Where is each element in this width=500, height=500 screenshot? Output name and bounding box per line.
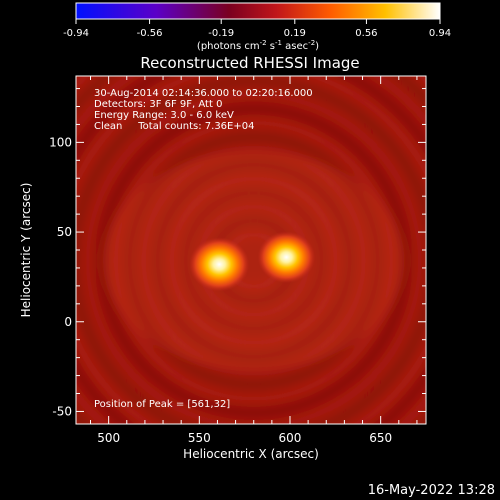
info-text-block: 30-Aug-2014 02:14:36.000 to 02:20:16.000… bbox=[94, 88, 313, 132]
heatmap-ripple bbox=[98, 105, 410, 417]
y-tick-label: 50 bbox=[57, 225, 72, 239]
colorbar: -0.94 -0.56 -0.19 0.19 0.56 0.94 (photons cm-… bbox=[63, 2, 451, 52]
bright-source bbox=[257, 231, 316, 284]
y-tick-label: 100 bbox=[49, 135, 72, 149]
colorbar-tick-labels: -0.94 -0.56 -0.19 0.19 0.56 0.94 bbox=[63, 28, 451, 39]
info-line: Clean Total counts: 7.36E+04 bbox=[94, 121, 254, 132]
info-line: 30-Aug-2014 02:14:36.000 to 02:20:16.000 bbox=[94, 88, 313, 99]
y-tick-label: 0 bbox=[64, 315, 72, 329]
colorbar-tick-label: -0.94 bbox=[63, 28, 89, 39]
x-tick-label: 650 bbox=[369, 431, 392, 445]
x-axis-ticks: 500 550 600 650 bbox=[90, 76, 418, 445]
colorbar-ticks bbox=[75, 19, 441, 24]
x-axis-label: Heliocentric X (arcsec) bbox=[183, 447, 319, 461]
y-axis-label: Heliocentric Y (arcsec) bbox=[19, 183, 33, 318]
colorbar-tick-label: 0.19 bbox=[284, 28, 306, 39]
chart-title: Reconstructed RHESSI Image bbox=[140, 54, 359, 72]
colorbar-tick-label: 0.56 bbox=[355, 28, 377, 39]
colorbar-unit-label: (photons cm-2 s-1 asec-2) bbox=[197, 39, 319, 52]
y-tick-label: -50 bbox=[52, 404, 72, 418]
footer-date: 16-May-2022 13:28 bbox=[368, 483, 495, 498]
info-line: Energy Range: 3.0 - 6.0 keV bbox=[94, 110, 234, 121]
x-tick-label: 500 bbox=[97, 431, 120, 445]
y-axis-ticks: -50 0 50 100 bbox=[49, 88, 426, 418]
heatmap-ripple bbox=[76, 77, 426, 424]
heatmap-glow bbox=[103, 150, 404, 371]
heatmap-image bbox=[76, 76, 426, 424]
x-tick-label: 600 bbox=[279, 431, 302, 445]
colorbar-tick-label: 0.94 bbox=[429, 28, 451, 39]
peak-position-label: Position of Peak = [561,32] bbox=[94, 399, 230, 410]
x-tick-label: 550 bbox=[188, 431, 211, 445]
colorbar-gradient bbox=[75, 2, 441, 20]
heatmap-ripple bbox=[84, 91, 424, 424]
bright-source bbox=[189, 237, 250, 292]
heatmap-sources bbox=[189, 231, 316, 292]
info-line: Detectors: 3F 6F 9F, Att 0 bbox=[94, 99, 222, 110]
colorbar-tick-label: -0.19 bbox=[208, 28, 234, 39]
colorbar-tick-label: -0.56 bbox=[137, 28, 163, 39]
